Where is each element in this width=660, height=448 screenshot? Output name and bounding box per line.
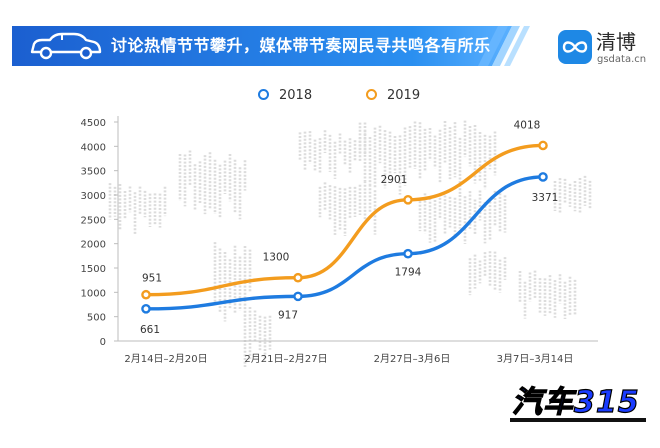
brand-name: 清博 <box>596 30 636 54</box>
y-tick-label: 0 <box>100 337 106 348</box>
data-point-2018 <box>403 248 413 259</box>
brand-domain: gsdata.cn <box>597 54 647 65</box>
data-label-2019: 951 <box>142 273 162 285</box>
data-point-2018 <box>538 172 548 182</box>
legend-item-2018: 2018 <box>258 86 312 106</box>
banner-title: 讨论热情节节攀升，媒体带节奏网民寻共鸣各有所乐 <box>111 36 491 55</box>
x-tick-label: 2月21日–2月27日 <box>244 353 327 365</box>
y-tick-label: 4000 <box>81 142 106 153</box>
data-point-2018 <box>141 304 151 314</box>
stamp-text: 汽车315 <box>511 384 640 420</box>
legend-marker-2018 <box>258 89 269 100</box>
y-tick-label: 4500 <box>81 118 106 129</box>
series-line-2019 <box>144 143 545 297</box>
chart-legend: 2018 2019 <box>0 86 660 106</box>
data-label-2018: 3371 <box>532 192 559 204</box>
series-line-2018 <box>144 175 545 311</box>
data-label-2019: 1300 <box>263 252 290 264</box>
legend-marker-2019 <box>366 89 377 100</box>
data-label-2019: 4018 <box>514 119 541 131</box>
infinity-logo-icon <box>558 30 592 64</box>
data-point-2019 <box>293 272 303 283</box>
y-tick-label: 3000 <box>81 191 106 202</box>
legend-label-2019: 2019 <box>387 88 421 103</box>
data-point-2019 <box>141 289 151 300</box>
chart-series <box>141 140 548 314</box>
y-tick-label: 1500 <box>81 264 106 275</box>
legend-label-2018: 2018 <box>279 88 313 103</box>
stamp-underline <box>510 418 646 422</box>
x-tick-label: 2月27日–3月6日 <box>374 353 451 365</box>
legend-item-2019: 2019 <box>366 86 420 106</box>
header-banner <box>12 26 530 66</box>
data-label-2019: 2901 <box>381 174 408 186</box>
x-tick-label: 2月14日–2月20日 <box>124 353 207 365</box>
y-tick-label: 1000 <box>81 288 106 299</box>
data-label-2018: 661 <box>140 324 160 336</box>
world-map-background <box>108 120 592 368</box>
data-point-2018 <box>293 291 303 302</box>
y-tick-label: 2000 <box>81 240 106 251</box>
data-label-2018: 1794 <box>395 267 422 279</box>
y-tick-label: 2500 <box>81 215 106 226</box>
car-icon <box>30 32 102 60</box>
data-point-2019 <box>403 195 413 205</box>
y-tick-label: 3500 <box>81 167 106 178</box>
y-tick-label: 500 <box>87 313 106 324</box>
x-tick-label: 3月7日–3月14日 <box>497 353 574 365</box>
chart-data-labels: 951 1300 2901 4018 661 917 1794 3371 <box>140 119 558 335</box>
chart-axes: 0 500 1000 1500 2000 2500 3000 3500 4000 4500 2月14… <box>81 116 598 365</box>
data-point-2019 <box>538 140 548 151</box>
data-label-2018: 917 <box>278 309 298 321</box>
